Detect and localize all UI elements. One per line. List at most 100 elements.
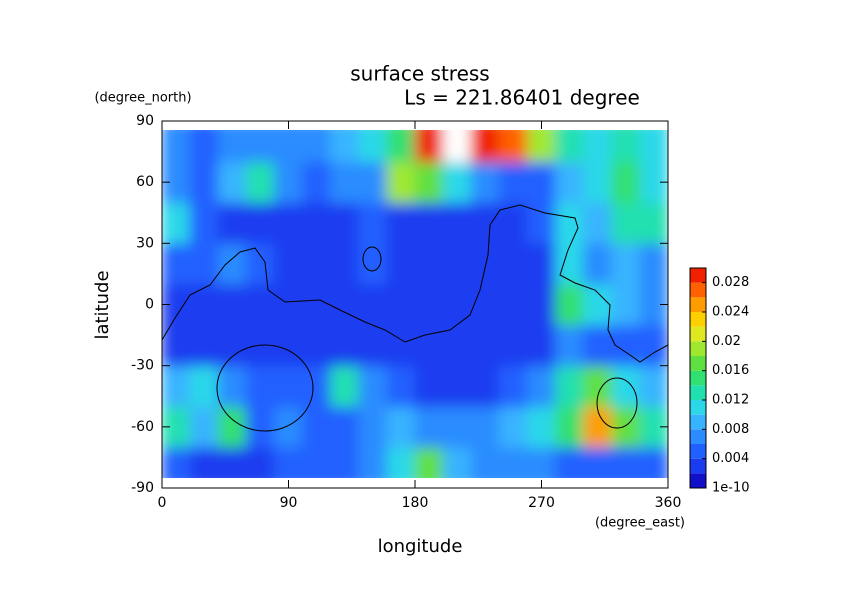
field-cell <box>302 130 332 163</box>
field-cell <box>470 202 500 244</box>
field-cell <box>217 202 247 244</box>
field-cell <box>526 242 557 285</box>
field-cell <box>555 365 585 407</box>
field-cell <box>611 202 641 244</box>
colorbar-tick-label: 0.016 <box>712 363 749 378</box>
field-cell <box>386 161 416 204</box>
x-tick-label: 0 <box>158 495 167 511</box>
y-tick-label: -90 <box>131 480 154 496</box>
field-cell <box>273 161 304 204</box>
colorbar-band <box>690 356 706 371</box>
field-cell <box>386 324 416 367</box>
field-cell <box>414 283 444 326</box>
field-cell <box>526 161 557 204</box>
colorbar-tick-label: 0.024 <box>712 305 749 320</box>
field-cell <box>302 242 332 285</box>
y-tick-label: 90 <box>136 113 154 129</box>
field-cell <box>470 161 500 204</box>
field-cell <box>526 130 557 163</box>
field-cell <box>583 202 613 244</box>
field-cell <box>302 283 332 326</box>
field-cell <box>189 405 219 448</box>
field-cell <box>414 365 444 407</box>
field-cell <box>526 365 557 407</box>
colorbar-band <box>690 282 706 298</box>
chart-title: surface stress <box>350 62 489 86</box>
field-cell <box>583 405 613 448</box>
field-cell <box>555 446 585 478</box>
colorbar-band <box>690 429 706 444</box>
field-cell <box>189 365 219 407</box>
field-cell <box>470 324 500 367</box>
field-cell <box>358 324 388 367</box>
field-cell <box>611 446 641 478</box>
field-cell <box>330 324 360 367</box>
field-cell <box>162 365 191 407</box>
colorbar: 1e-10 0.004 0.008 0.012 0.016 0.02 0.024 0.028 <box>689 267 750 496</box>
field-cell <box>414 242 444 285</box>
field-cell <box>386 446 416 478</box>
field-cell <box>498 130 528 163</box>
field-cell <box>245 242 275 285</box>
field-cell <box>611 365 641 407</box>
field-cell <box>273 446 304 478</box>
field-cell <box>611 283 641 326</box>
field-cell <box>639 202 668 244</box>
field-cell <box>583 283 613 326</box>
field-cell <box>189 324 219 367</box>
field-cell <box>245 130 275 163</box>
field-cell <box>217 324 247 367</box>
field-cell <box>386 405 416 448</box>
field-cell <box>611 161 641 204</box>
field-cell <box>470 446 500 478</box>
field-cell <box>273 130 304 163</box>
field-cell <box>498 446 528 478</box>
field-cell <box>330 130 360 163</box>
field-cell <box>442 446 472 478</box>
field-cell <box>583 130 613 163</box>
field-cell <box>498 324 528 367</box>
field-cell <box>217 405 247 448</box>
field-cell <box>386 283 416 326</box>
field-cell <box>358 446 388 478</box>
field-cell <box>217 283 247 326</box>
field-cell <box>386 242 416 285</box>
field-cell <box>386 130 416 163</box>
field-cell <box>555 324 585 367</box>
x-tick-label: 180 <box>402 495 429 511</box>
field-cell <box>217 446 247 478</box>
colorbar-tick-label: 0.004 <box>712 451 749 466</box>
field-cell <box>330 405 360 448</box>
field-cell <box>470 283 500 326</box>
field-cell <box>273 405 304 448</box>
field-cell <box>414 324 444 367</box>
field-cell <box>639 446 668 478</box>
field-cell <box>583 242 613 285</box>
field-cell <box>358 405 388 448</box>
field-cell <box>639 365 668 407</box>
field-cell <box>217 161 247 204</box>
field-cell <box>639 242 668 285</box>
field-cell <box>442 161 472 204</box>
field-cell <box>526 283 557 326</box>
field-cell <box>611 130 641 163</box>
field-cell <box>414 130 444 163</box>
colorbar-tick-label: 0.02 <box>712 334 741 349</box>
field-cell <box>498 283 528 326</box>
field-cell <box>273 365 304 407</box>
y-tick-label: -60 <box>131 419 154 435</box>
y-tick-label: 30 <box>136 235 154 251</box>
field-cell <box>358 242 388 285</box>
colorbar-band <box>690 414 706 430</box>
colorbar-band <box>690 473 706 488</box>
field-cell <box>162 202 191 244</box>
x-tick-label: 90 <box>280 495 298 511</box>
field-cell <box>442 242 472 285</box>
field-cell <box>302 405 332 448</box>
colorbar-tick-label: 0.012 <box>712 393 749 408</box>
colorbar-band <box>690 326 706 342</box>
field-cell <box>302 161 332 204</box>
field-cell <box>302 202 332 244</box>
field-cell <box>217 365 247 407</box>
colorbar-band <box>690 458 706 474</box>
